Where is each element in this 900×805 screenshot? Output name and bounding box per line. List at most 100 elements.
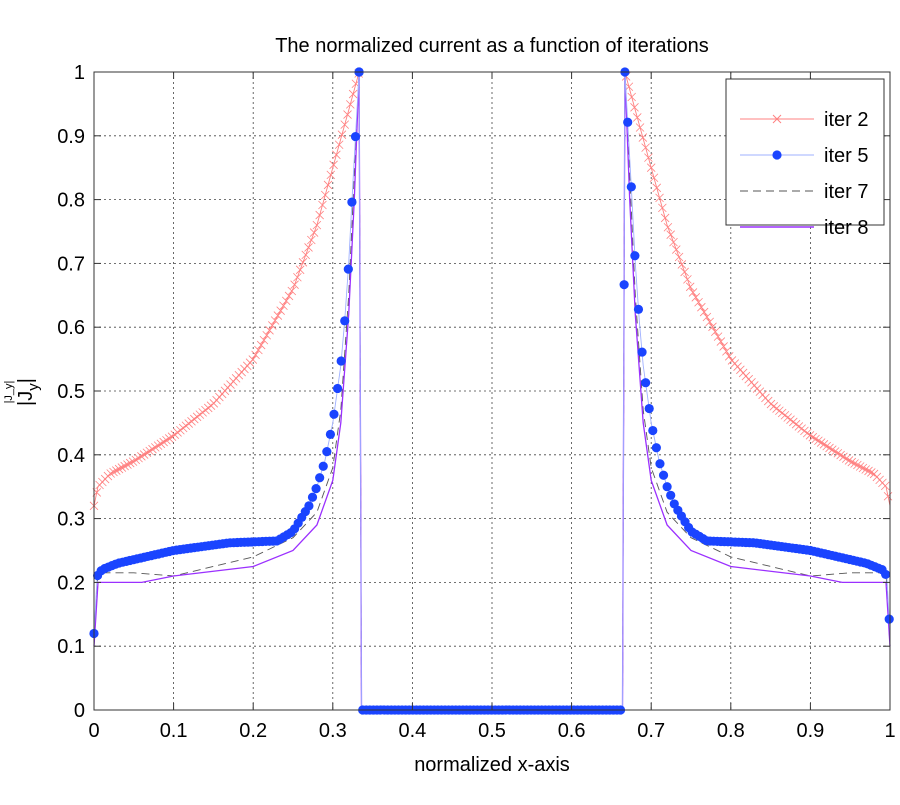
data-point-x-marker xyxy=(123,460,132,469)
data-point-x-marker xyxy=(638,133,648,142)
data-point-x-marker xyxy=(867,468,876,477)
data-point-x-marker xyxy=(828,445,837,454)
data-point-x-marker xyxy=(326,170,336,180)
data-point-x-marker xyxy=(320,190,330,200)
data-point-x-marker xyxy=(248,355,258,364)
data-point-x-marker xyxy=(139,450,149,459)
data-point-x-marker xyxy=(641,143,650,152)
data-point-dot-marker xyxy=(641,378,651,388)
x-tick-label: 0.2 xyxy=(239,720,267,742)
series-layer xyxy=(89,67,894,715)
data-point-x-marker xyxy=(646,163,656,172)
data-point-dot-marker xyxy=(619,280,629,290)
data-point-x-marker xyxy=(276,306,285,315)
data-point-x-marker xyxy=(822,441,832,451)
data-point-dot-marker xyxy=(662,482,672,492)
data-point-x-marker xyxy=(270,316,280,325)
x-tick-label: 0 xyxy=(88,720,99,742)
data-point-x-marker xyxy=(114,464,124,474)
data-point-x-marker xyxy=(850,459,859,468)
data-point-x-marker xyxy=(268,321,277,330)
data-point-dot-marker xyxy=(644,403,654,414)
data-point-x-marker xyxy=(688,288,698,297)
data-point-x-marker xyxy=(627,92,636,102)
data-point-x-marker xyxy=(167,432,177,441)
data-point-x-marker xyxy=(649,173,659,183)
data-point-x-marker xyxy=(262,330,272,340)
y-tick-label: 0.9 xyxy=(57,126,85,148)
y-tick-label: 1 xyxy=(74,62,85,84)
y-axis-label-plain: |J_y| xyxy=(3,381,15,404)
data-point-x-marker xyxy=(644,153,653,162)
data-point-x-marker xyxy=(112,466,121,475)
data-point-x-marker xyxy=(251,350,260,360)
data-point-x-marker xyxy=(117,463,127,472)
data-point-dot-marker xyxy=(623,117,633,127)
x-tick-label: 0.1 xyxy=(160,720,188,742)
data-point-x-marker xyxy=(716,337,726,346)
y-tick-label: 0.1 xyxy=(57,636,85,658)
data-point-dot-marker xyxy=(329,409,339,419)
data-point-x-marker xyxy=(287,286,297,296)
legend-x-marker xyxy=(772,114,782,124)
y-tick-label: 0.5 xyxy=(57,381,85,403)
legend-label: iter 5 xyxy=(824,145,868,167)
data-point-x-marker xyxy=(265,326,274,335)
data-point-x-marker xyxy=(254,345,263,355)
y-tick-label: 0.3 xyxy=(57,509,85,531)
data-point-x-marker xyxy=(722,347,731,356)
data-point-x-marker xyxy=(864,466,873,476)
data-point-x-marker xyxy=(710,327,720,337)
data-point-x-marker xyxy=(808,432,818,442)
data-point-x-marker xyxy=(295,265,305,275)
data-point-x-marker xyxy=(323,180,333,190)
data-point-x-marker xyxy=(858,463,868,473)
ticks: 0 0.1 0.2 0.3 0.4 0.5 0.6 0.7 0.8 0.9 1 0 0.1 0.2 0.3 0… xyxy=(57,62,895,742)
data-point-dot-marker xyxy=(637,347,647,357)
data-point-x-marker xyxy=(655,193,664,203)
data-point-x-marker xyxy=(839,452,848,462)
data-point-x-marker xyxy=(883,491,893,501)
data-point-x-marker xyxy=(109,467,118,477)
data-point-x-marker xyxy=(674,252,684,262)
data-point-x-marker xyxy=(273,311,283,320)
data-point-x-marker xyxy=(346,100,355,109)
data-point-x-marker xyxy=(131,455,141,465)
data-point-x-marker xyxy=(705,317,714,327)
data-point-x-marker xyxy=(694,297,703,307)
data-point-x-marker xyxy=(329,160,338,170)
data-point-x-marker xyxy=(719,342,728,351)
data-point-dot-marker xyxy=(626,182,636,192)
data-point-x-marker xyxy=(290,280,299,289)
data-point-x-marker xyxy=(847,457,857,467)
data-point-dot-marker xyxy=(343,264,353,274)
legend-label: iter 8 xyxy=(824,217,868,239)
x-tick-label: 0.6 xyxy=(558,720,586,742)
x-tick-label: 0.5 xyxy=(478,720,506,742)
data-point-x-marker xyxy=(142,448,152,458)
data-point-x-marker xyxy=(348,89,358,99)
data-point-x-marker xyxy=(724,352,734,361)
y-tick-label: 0.8 xyxy=(57,190,85,212)
data-point-x-marker xyxy=(814,436,823,446)
data-point-x-marker xyxy=(830,447,840,456)
data-point-x-marker xyxy=(691,293,701,302)
data-point-x-marker xyxy=(861,465,871,474)
data-point-x-marker xyxy=(318,200,327,210)
data-point-x-marker xyxy=(162,435,171,445)
data-point-x-marker xyxy=(844,456,854,465)
data-point-x-marker xyxy=(652,183,662,193)
data-point-x-marker xyxy=(125,458,135,468)
data-point-x-marker xyxy=(833,448,843,458)
y-axis-label-end: | xyxy=(15,378,37,383)
data-point-dot-marker xyxy=(315,473,325,483)
data-point-x-marker xyxy=(635,123,645,132)
data-point-x-marker xyxy=(708,322,717,332)
y-tick-label: 0.7 xyxy=(57,253,85,275)
data-point-x-marker xyxy=(671,245,681,254)
data-point-dot-marker xyxy=(325,429,336,439)
data-point-x-marker xyxy=(145,446,155,456)
series-iter-5 xyxy=(89,67,894,715)
data-point-x-marker xyxy=(128,457,138,466)
data-point-x-marker xyxy=(293,272,302,282)
